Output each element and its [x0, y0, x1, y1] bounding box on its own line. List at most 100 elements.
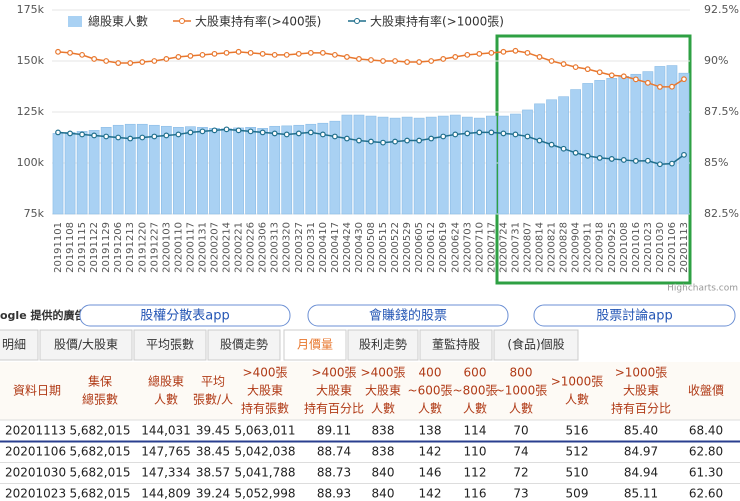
marker — [476, 129, 483, 136]
tab-label[interactable]: (食品)個股 — [507, 337, 564, 352]
highlight-box — [495, 34, 692, 285]
marker — [560, 145, 567, 152]
marker — [127, 135, 134, 142]
tab-label[interactable]: 股利走勢 — [359, 337, 407, 352]
table-header: 人數 — [463, 402, 487, 416]
marker — [536, 137, 543, 144]
bar — [185, 126, 196, 215]
table-cell: 72 — [513, 466, 528, 480]
x-tick-label: 20200226 — [246, 222, 257, 273]
legend-label[interactable]: 大股東持有率(>400張) — [195, 14, 321, 29]
tab-label[interactable]: 平均張數 — [146, 338, 194, 352]
marker — [428, 58, 435, 64]
marker — [669, 160, 675, 167]
table-cell: 39.24 — [196, 487, 230, 501]
table-cell: 61.30 — [689, 466, 723, 480]
y2-tick-label: 87.5% — [704, 105, 739, 118]
tab-label[interactable]: 月價量 — [297, 338, 333, 352]
marker — [331, 51, 338, 58]
tab[interactable] — [283, 329, 347, 361]
table-cell: 510 — [566, 466, 589, 480]
table-cell: 20201030 — [5, 466, 66, 480]
marker — [67, 130, 73, 137]
table-cell: 112 — [464, 466, 487, 480]
x-tick-label: 20200214 — [222, 222, 233, 273]
y2-tick-label: 85% — [704, 156, 728, 169]
x-tick-label: 20200724 — [498, 222, 509, 273]
marker — [151, 58, 158, 64]
tab[interactable] — [207, 329, 281, 361]
bar — [473, 117, 485, 215]
bar — [100, 127, 112, 215]
y-tick-label: 150k — [17, 54, 45, 67]
legend-label[interactable]: 大股東持有率(>1000張) — [370, 14, 504, 29]
bar — [666, 65, 678, 215]
bar — [209, 128, 220, 215]
marker — [404, 59, 411, 65]
tab[interactable] — [347, 329, 419, 361]
marker — [632, 76, 639, 83]
table-header: 大股東 — [365, 384, 401, 398]
marker — [524, 133, 531, 140]
marker — [235, 48, 242, 55]
bar — [329, 120, 341, 215]
tab-label[interactable]: 股價/大股東 — [54, 338, 118, 352]
y2-tick-label: 92.5% — [704, 3, 739, 16]
bar — [124, 123, 136, 215]
bar — [317, 122, 329, 215]
table-header: 總股東 — [148, 374, 184, 389]
tab-label[interactable]: 董監持股 — [432, 337, 480, 352]
tab[interactable] — [0, 329, 39, 361]
table-header: 800 — [510, 366, 533, 380]
x-tick-label: 20200110 — [173, 222, 184, 273]
marker — [331, 133, 338, 140]
table-header: ~600張 — [408, 384, 453, 398]
table-cell: 74 — [513, 445, 528, 459]
tab-label[interactable]: 股價走勢 — [220, 337, 268, 352]
tab[interactable] — [39, 329, 133, 361]
marker — [223, 126, 230, 133]
tab[interactable] — [493, 329, 579, 361]
table-header: 400 — [419, 366, 442, 380]
credit: Highcharts.com — [667, 284, 738, 294]
table-header: 持有百分比 — [304, 401, 364, 416]
table-cell: 116 — [464, 487, 487, 501]
x-tick-label: 20200918 — [595, 222, 606, 273]
bar — [365, 115, 377, 215]
ad-button-label[interactable]: 股票討論app — [596, 308, 672, 324]
tab[interactable] — [133, 329, 207, 361]
marker — [392, 138, 398, 145]
marker — [500, 130, 507, 137]
legend-swatch — [179, 18, 185, 24]
bar — [594, 80, 606, 215]
table-header: 持有張數 — [241, 401, 289, 416]
legend-label[interactable]: 總股東人數 — [88, 14, 148, 29]
table-cell: 88.74 — [317, 445, 351, 459]
marker — [416, 59, 423, 65]
marker — [620, 157, 627, 163]
table-cell: 5,682,015 — [69, 445, 130, 459]
x-tick-label: 20200515 — [378, 222, 389, 273]
marker — [115, 134, 122, 141]
tab-label[interactable]: 明細 — [2, 338, 26, 352]
table-header: 人數 — [154, 393, 178, 407]
marker — [440, 56, 447, 62]
bar — [112, 124, 124, 215]
ad-button[interactable] — [79, 304, 291, 327]
ad-button[interactable] — [533, 304, 736, 327]
tab[interactable] — [419, 329, 493, 361]
marker — [356, 137, 362, 144]
x-tick-label: 20201106 — [667, 222, 678, 273]
bar — [76, 131, 88, 215]
table-cell: 147,765 — [141, 445, 191, 459]
x-tick-label: 20191220 — [137, 222, 148, 273]
table-cell: 5,042,038 — [234, 445, 295, 459]
x-tick-label: 20200207 — [210, 222, 221, 273]
ad-button-label[interactable]: 會賺錢的股票 — [369, 308, 447, 324]
x-tick-label: 20191122 — [89, 222, 100, 273]
ad-button-label[interactable]: 股權分散表app — [140, 309, 229, 324]
bar — [498, 115, 509, 215]
marker — [187, 129, 194, 136]
ad-button[interactable] — [307, 304, 509, 327]
marker — [187, 53, 194, 59]
